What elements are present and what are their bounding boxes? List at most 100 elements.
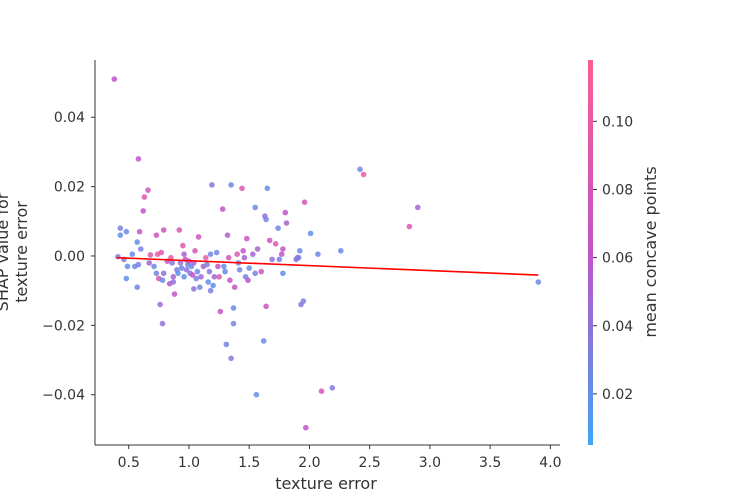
scatter-point: [146, 260, 152, 266]
scatter-point: [169, 260, 175, 266]
scatter-point: [207, 251, 214, 257]
colorbar-tick-label: 0.02: [602, 387, 633, 403]
scatter-point: [181, 251, 187, 257]
scatter-point: [160, 227, 167, 233]
scatter-point: [215, 263, 221, 270]
scatter-point: [197, 284, 203, 291]
y-axis-label-line-2: texture error: [12, 201, 31, 303]
scatter-point: [157, 301, 163, 308]
colorbar-label: mean concave points: [641, 166, 660, 337]
scatter-point: [134, 284, 140, 291]
scatter-point: [297, 248, 303, 254]
scatter-point: [266, 237, 273, 244]
x-tick-label: 2.5: [359, 455, 381, 471]
scatter-point: [258, 268, 265, 275]
scatter-point: [145, 187, 151, 193]
scatter-point: [117, 225, 124, 231]
scatter-point: [246, 265, 252, 271]
scatter-point: [254, 246, 261, 252]
scatter-point: [260, 338, 267, 344]
y-axis-ticks: −0.04 −0.02 0.00 0.02 0.04: [42, 110, 95, 404]
scatter-point: [244, 235, 250, 242]
scatter-point: [282, 209, 289, 216]
scatter-point: [269, 256, 275, 263]
x-tick-label: 4.0: [539, 455, 561, 471]
x-tick-label: 0.5: [118, 455, 140, 471]
scatter-point: [183, 267, 190, 273]
scatter-point: [147, 252, 154, 258]
scatter-point: [227, 277, 233, 284]
scatter-points: [111, 76, 542, 431]
scatter-point: [134, 239, 140, 245]
colorbar-tick-label: 0.04: [602, 319, 633, 335]
scatter-point: [239, 185, 245, 192]
scatter-point: [177, 260, 184, 266]
scatter-point: [192, 248, 198, 254]
colorbar-tick-label: 0.10: [602, 114, 633, 130]
scatter-point: [136, 228, 143, 235]
scatter-point: [206, 268, 213, 275]
scatter-point: [230, 305, 237, 311]
scatter-point: [123, 228, 130, 235]
scatter-point: [223, 341, 230, 348]
y-tick-label: 0.04: [54, 110, 85, 126]
colorbar-ticks: 0.02 0.04 0.06 0.08 0.10: [593, 114, 633, 403]
scatter-point: [535, 279, 542, 285]
scatter-point: [123, 275, 130, 282]
scatter-point: [245, 277, 251, 284]
scatter-point: [240, 248, 246, 254]
scatter-point: [207, 287, 214, 294]
scatter-point: [176, 227, 183, 233]
scatter-point: [159, 320, 166, 327]
scatter-point: [228, 182, 234, 188]
scatter-point: [158, 249, 165, 256]
scatter-point: [209, 182, 215, 188]
scatter-point: [160, 270, 167, 277]
scatter-point: [189, 272, 196, 278]
scatter-point: [117, 232, 124, 238]
scatter-point: [295, 254, 302, 261]
scatter-point: [115, 253, 121, 260]
scatter-point: [236, 267, 243, 273]
y-tick-label: 0.00: [54, 249, 85, 265]
scatter-point: [263, 303, 269, 310]
scatter-point: [283, 220, 290, 226]
scatter-point: [315, 251, 321, 257]
scatter-point: [195, 234, 202, 240]
scatter-point: [175, 270, 181, 277]
scatter-point: [275, 225, 281, 231]
scatter-point: [124, 263, 131, 270]
scatter-point: [264, 185, 271, 192]
scatter-point: [231, 284, 238, 291]
scatter-point: [253, 391, 260, 398]
scatter-point: [278, 251, 285, 257]
x-tick-label: 1.0: [178, 455, 200, 471]
scatter-point: [204, 261, 210, 268]
scatter-point: [138, 246, 144, 252]
scatter-point: [140, 208, 146, 214]
scatter-point: [170, 274, 177, 280]
y-tick-label: 0.02: [54, 180, 85, 196]
scatter-point: [219, 206, 226, 212]
scatter-point: [178, 265, 185, 271]
scatter-point: [250, 251, 256, 257]
x-tick-label: 3.0: [419, 455, 441, 471]
scatter-point: [225, 254, 232, 261]
scatter-point: [129, 251, 136, 257]
colorbar-tick-label: 0.06: [602, 251, 633, 267]
scatter-point: [234, 251, 240, 257]
scatter-point: [198, 274, 204, 280]
scatter-point: [280, 270, 286, 277]
y-tick-label: −0.04: [42, 388, 85, 404]
scatter-point: [360, 171, 367, 178]
scatter-point: [318, 388, 325, 395]
scatter-point: [205, 279, 211, 285]
scatter-point: [272, 241, 279, 247]
x-tick-label: 2.0: [298, 455, 320, 471]
scatter-point: [135, 261, 142, 268]
scatter-point: [170, 279, 177, 285]
scatter-point: [194, 268, 201, 275]
scatter-point: [191, 286, 197, 292]
scatter-point: [135, 156, 142, 162]
